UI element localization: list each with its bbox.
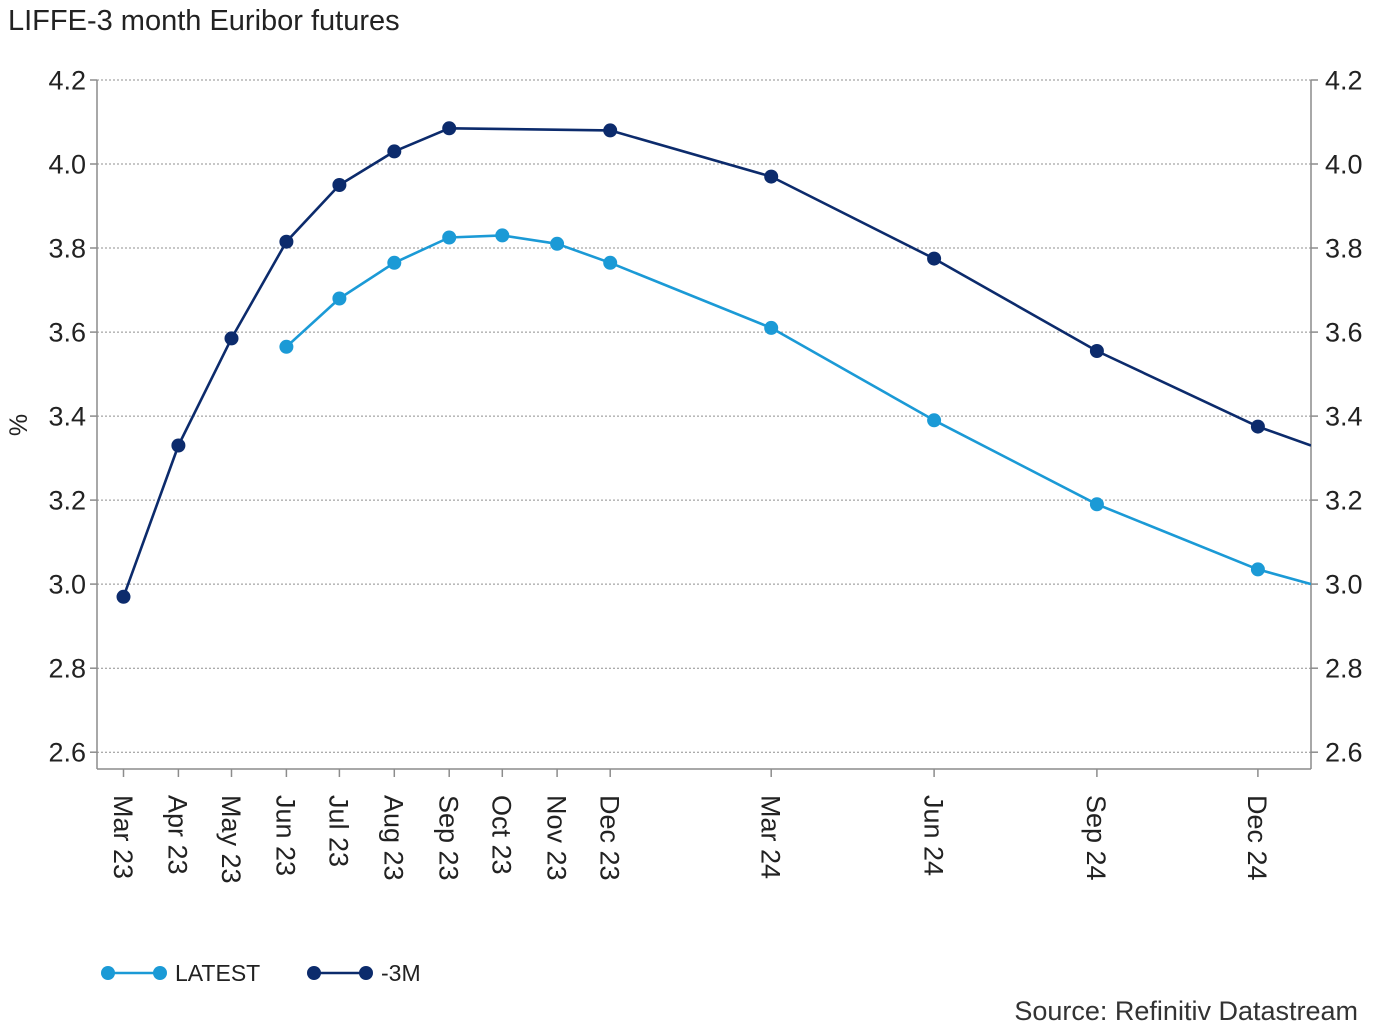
data-point-latest (495, 228, 510, 243)
data-point-latest (550, 236, 565, 251)
y-tick-label-left: 4.2 (48, 66, 86, 96)
data-point-3m (442, 121, 457, 136)
data-point-latest (1250, 562, 1265, 577)
y-tick-label-left: 3.2 (48, 486, 86, 516)
chart-title: LIFFE-3 month Euribor futures (8, 5, 400, 37)
data-point-3m (279, 234, 294, 249)
data-point-3m (171, 438, 186, 453)
data-point-3m (1250, 419, 1265, 434)
source-note: Source: Refinitiv Datastream (1014, 996, 1358, 1026)
y-tick-label-right: 3.2 (1325, 486, 1363, 516)
y-axis-label: % (5, 414, 33, 436)
legend-item-latest: LATEST (100, 960, 261, 986)
legend-item-3m: -3M (306, 960, 421, 986)
y-tick-label-right: 4.2 (1325, 66, 1363, 96)
y-tick-label-left: 3.8 (48, 234, 86, 264)
legend-swatch (101, 966, 167, 980)
y-tick-label-left: 2.8 (48, 654, 86, 684)
data-point-3m (332, 178, 347, 192)
data-point-3m (116, 589, 131, 604)
data-point-3m (224, 331, 239, 346)
data-point-latest (927, 413, 942, 428)
series-line-3m (122, 127, 1311, 598)
tick-labels: 2.6 2.6 2.8 2.8 3.0 3.0 3.2 3.2 3.4 3.4 3.6 3.6 3.8 3… (48, 66, 1362, 884)
data-point-latest (603, 255, 618, 270)
x-tick-label: Oct 23 (487, 795, 517, 875)
data-point-latest (442, 230, 457, 245)
x-tick-label: Dec 23 (595, 795, 625, 881)
y-tick-label-right: 2.6 (1325, 738, 1363, 768)
y-tick-label-left: 3.6 (48, 318, 86, 348)
data-point-3m (387, 144, 402, 159)
x-tick-label: Aug 23 (379, 795, 409, 881)
y-tick-label-left: 3.0 (48, 570, 86, 600)
x-tick-label: Jun 23 (271, 795, 301, 876)
legend-label: -3M (381, 960, 421, 986)
y-tick-label-left: 3.4 (48, 402, 86, 432)
data-point-latest (764, 320, 779, 335)
y-tick-label-right: 3.0 (1325, 570, 1363, 600)
x-tick-label: Apr 23 (163, 795, 193, 875)
y-tick-label-right: 2.8 (1325, 654, 1363, 684)
y-tick-label-left: 4.0 (48, 150, 86, 180)
data-point-latest (1089, 497, 1104, 512)
x-tick-label: Mar 23 (108, 795, 138, 879)
y-tick-label-right: 4.0 (1325, 150, 1363, 180)
x-tick-label: Jul 23 (324, 795, 354, 867)
x-tick-label: Sep 24 (1081, 795, 1111, 881)
x-tick-label: Mar 24 (756, 795, 786, 879)
x-tick-label: May 23 (216, 795, 246, 884)
x-tick-label: Jun 24 (918, 795, 948, 876)
x-tick-label: Sep 23 (434, 795, 464, 881)
y-tick-label-right: 3.8 (1325, 234, 1363, 264)
series-line-latest (285, 234, 1311, 586)
data-point-3m (764, 169, 779, 184)
series-layer (116, 121, 1311, 604)
data-point-3m (603, 123, 618, 138)
legend: LATEST -3M (0, 960, 600, 986)
data-point-latest (387, 255, 402, 270)
data-point-latest (279, 339, 294, 354)
data-point-3m (927, 251, 942, 266)
data-point-3m (1089, 344, 1104, 358)
y-tick-label-right: 3.6 (1325, 318, 1363, 348)
gridlines (97, 79, 1311, 753)
axes (90, 79, 1318, 777)
y-tick-label-left: 2.6 (48, 738, 86, 768)
x-tick-label: Dec 24 (1242, 795, 1272, 881)
y-tick-label-right: 3.4 (1325, 402, 1363, 432)
legend-swatch (307, 966, 373, 980)
x-tick-label: Nov 23 (541, 795, 571, 881)
data-point-latest (332, 291, 347, 306)
legend-label: LATEST (175, 960, 261, 986)
